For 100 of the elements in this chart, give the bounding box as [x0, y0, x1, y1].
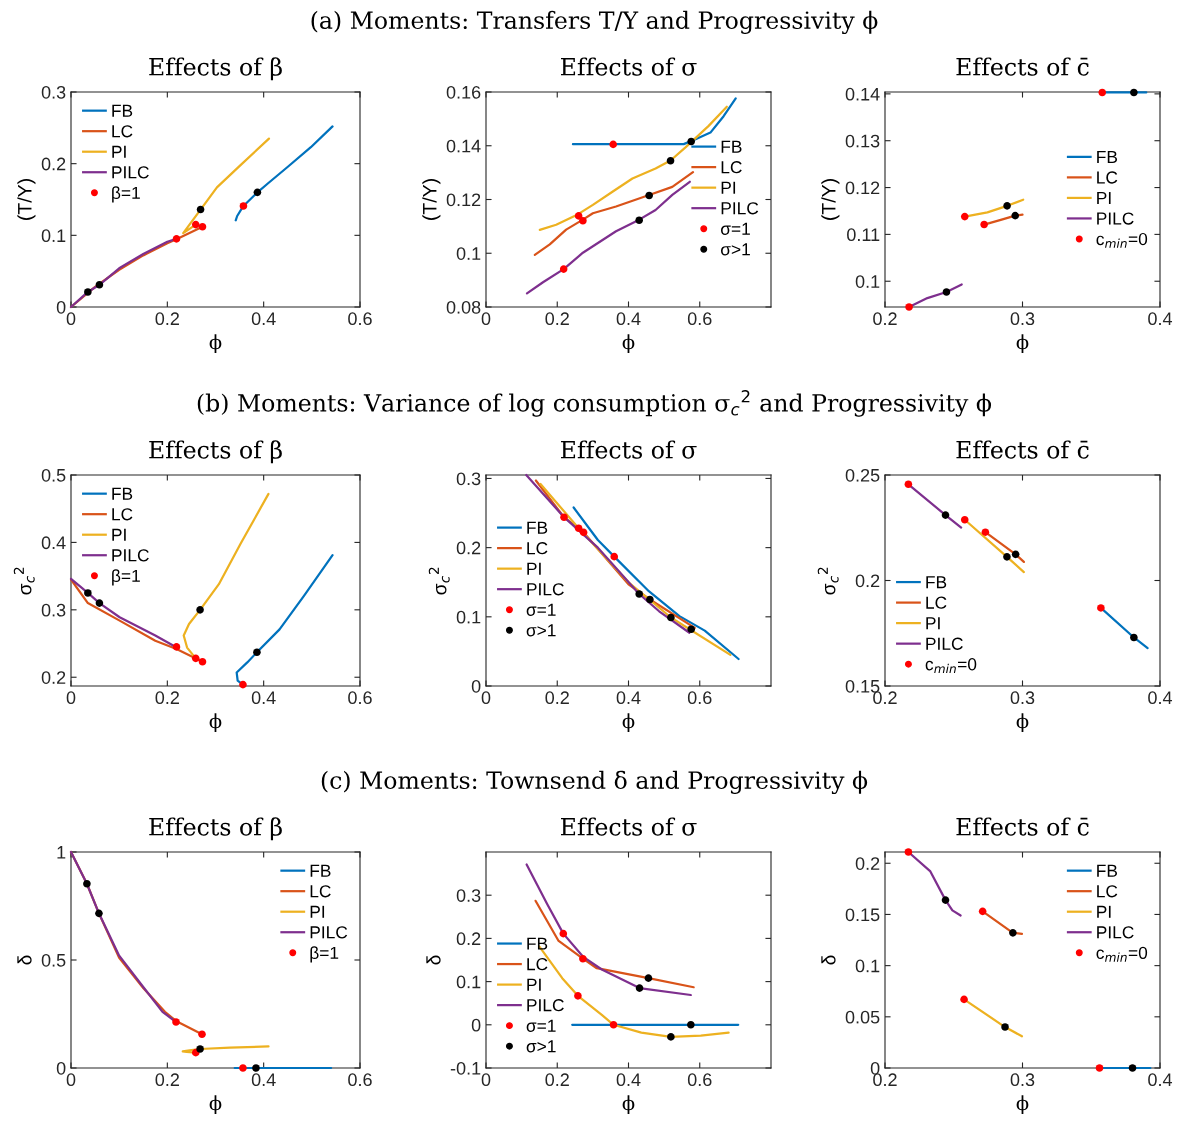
- legend-label: FB: [721, 140, 742, 153]
- legend-label: FB: [1097, 151, 1118, 163]
- legend-label: PI: [721, 181, 736, 194]
- x-tick-label: 0.6: [348, 1073, 372, 1087]
- point: [687, 1021, 695, 1029]
- x-tick-label: 0.4: [1148, 1073, 1173, 1087]
- x-tick-label: 0: [66, 691, 76, 705]
- legend-label: FB: [926, 576, 947, 589]
- y-tick-label: 0.5: [41, 468, 66, 482]
- legend-label: c$_{min}$=0: [1096, 232, 1148, 248]
- y-tick-label: 0.3: [41, 85, 66, 99]
- x-tick-label: 0.6: [687, 1073, 712, 1087]
- x-axis-title: ϕ: [209, 1095, 222, 1115]
- legend-label: LC: [527, 958, 548, 971]
- legend-label: PI: [112, 528, 126, 541]
- point: [1009, 929, 1017, 937]
- point: [574, 992, 582, 1000]
- y-tick-label: 1: [57, 846, 66, 859]
- y-tick-label: 0.12: [446, 193, 481, 207]
- y-axis-title: δ: [17, 955, 32, 965]
- point: [941, 511, 950, 519]
- point: [960, 995, 968, 1004]
- y-tick-label: 0: [471, 1018, 481, 1032]
- y-tick-label: 0.05: [845, 1010, 880, 1024]
- x-tick-label: 0.4: [1148, 312, 1173, 326]
- point: [1001, 1023, 1009, 1031]
- y-tick-label: 0: [56, 300, 66, 314]
- x-tick-label: 0.6: [348, 312, 372, 326]
- point: [609, 140, 617, 149]
- point: [191, 654, 200, 663]
- point: [84, 589, 92, 597]
- y-tick-label: 0.13: [845, 134, 880, 148]
- point: [1011, 211, 1020, 220]
- y-tick-label: 0.1: [855, 959, 880, 973]
- point: [239, 680, 247, 689]
- legend-label: LC: [112, 125, 133, 138]
- legend-label: PILC: [527, 583, 564, 596]
- point: [252, 1064, 260, 1072]
- legend-label: c$_{min}$=0: [925, 658, 977, 674]
- legend-label: LC: [527, 542, 548, 555]
- x-axis-title: ϕ: [1016, 713, 1029, 733]
- point: [980, 220, 988, 229]
- y-tick-label: 0.1: [456, 247, 481, 260]
- point: [191, 220, 200, 229]
- point: [196, 1045, 204, 1053]
- x-tick-label: 0.2: [155, 312, 179, 326]
- legend-label: PI: [112, 145, 126, 158]
- legend-label: LC: [112, 508, 133, 521]
- x-axis-title: ϕ: [209, 713, 222, 733]
- point: [667, 613, 675, 622]
- y-tick-label: 0.08: [446, 300, 481, 314]
- legend-label: σ>1: [720, 243, 750, 256]
- y-tick-label: 0.3: [456, 889, 481, 902]
- y-axis-title: δ: [426, 955, 441, 965]
- x-axis-title: ϕ: [622, 334, 635, 354]
- legend-label: LC: [1097, 171, 1118, 184]
- x-tick-label: 0.3: [1010, 691, 1035, 705]
- chart-title: Effects of β: [149, 440, 282, 464]
- chart-title: Effects of c̄: [956, 440, 1089, 459]
- chart-title: Effects of σ: [561, 440, 697, 459]
- point: [687, 137, 695, 146]
- y-tick-label: 0.1: [456, 975, 481, 989]
- point: [1130, 88, 1138, 97]
- y-axis-title: (T/Y): [17, 179, 36, 220]
- point: [645, 191, 653, 200]
- point: [644, 974, 653, 982]
- point: [198, 1030, 206, 1039]
- point: [579, 528, 588, 537]
- x-tick-label: 0.4: [616, 1073, 641, 1087]
- legend-label: PI: [1097, 905, 1111, 918]
- point: [196, 205, 205, 214]
- point: [579, 954, 587, 963]
- y-tick-label: 0.1: [855, 275, 880, 288]
- x-tick-label: 0.3: [1010, 312, 1035, 326]
- point: [646, 595, 654, 604]
- point: [1097, 604, 1105, 612]
- x-tick-label: 0.4: [251, 312, 276, 326]
- point: [687, 625, 695, 634]
- legend-label: FB: [527, 937, 548, 950]
- x-tick-label: 0.4: [251, 691, 276, 705]
- legend-label: β=1: [112, 186, 140, 203]
- line-series: [182, 137, 271, 235]
- point: [253, 188, 262, 197]
- line-series: [525, 863, 692, 997]
- point: [1128, 1064, 1137, 1072]
- chart-title: Effects of σ: [561, 817, 697, 836]
- point: [904, 480, 913, 489]
- x-tick-label: 0.2: [155, 691, 179, 705]
- legend-label: LC: [1097, 885, 1118, 898]
- legend-label: PI: [310, 905, 325, 918]
- point: [960, 212, 969, 221]
- line-series: [533, 170, 695, 256]
- y-tick-label: 0.3: [41, 603, 66, 617]
- x-tick-label: 0.2: [873, 1073, 897, 1087]
- y-tick-label: 0.14: [446, 139, 481, 153]
- x-tick-label: 0: [481, 1073, 491, 1087]
- x-tick-label: 0.4: [1148, 691, 1173, 705]
- chart-title: Effects of σ: [561, 57, 697, 76]
- legend-label: PILC: [527, 999, 564, 1012]
- legend-label: LC: [721, 161, 742, 174]
